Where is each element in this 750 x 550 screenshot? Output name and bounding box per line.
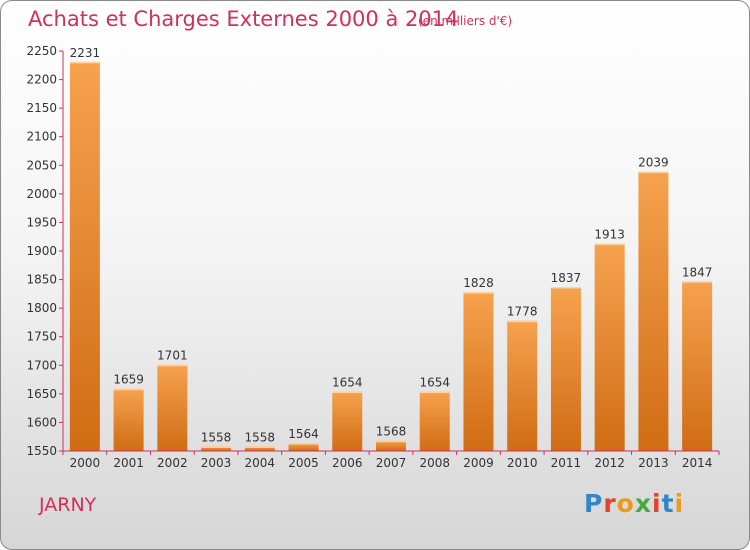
logo-letter: t: [661, 489, 675, 518]
bar: [376, 440, 406, 451]
x-tick-label: 2006: [332, 456, 363, 470]
bar-value-label: 1847: [682, 265, 713, 279]
logo-letter: o: [616, 489, 635, 518]
bar-value-label: 2039: [638, 156, 669, 170]
bar-highlight: [638, 171, 669, 174]
bar: [550, 287, 581, 451]
bar: [201, 446, 232, 451]
x-tick-label: 2003: [201, 456, 232, 470]
x-tick-label: 2002: [157, 456, 188, 470]
logo-letter: i: [652, 489, 662, 518]
y-tick-label: 2100: [26, 130, 57, 144]
bar-highlight: [244, 446, 275, 448]
bar-value-label: 1837: [551, 271, 582, 285]
bar-highlight: [507, 320, 538, 323]
y-tick-label: 2150: [26, 101, 57, 115]
y-tick-label: 1650: [26, 387, 57, 401]
bar-highlight: [419, 391, 450, 394]
logo-letter: r: [603, 489, 617, 518]
x-tick-label: 2013: [638, 456, 669, 470]
bar-highlight: [594, 243, 625, 246]
logo-letter: x: [634, 489, 652, 518]
bar: [157, 364, 188, 451]
logo-letter: i: [674, 489, 685, 518]
bar: [419, 391, 450, 451]
x-tick-label: 2008: [419, 456, 450, 470]
bar-highlight: [550, 287, 581, 289]
bar-highlight: [69, 61, 100, 64]
y-tick-label: 1800: [26, 301, 57, 315]
bar-value-label: 1654: [332, 376, 363, 390]
bar-value-label: 1558: [245, 430, 276, 444]
y-tick-label: 1550: [26, 444, 57, 458]
bar: [244, 446, 275, 451]
logo-letter: P: [584, 489, 604, 518]
bar-value-label: 1828: [463, 276, 494, 290]
city-name: JARNY: [39, 494, 97, 516]
bar: [594, 243, 625, 451]
bar: [332, 391, 363, 451]
bar-value-label: 1913: [594, 228, 625, 242]
bar-value-label: 1659: [113, 373, 144, 387]
y-tick-label: 1600: [26, 415, 57, 429]
x-tick-label: 2001: [113, 456, 144, 470]
bar-highlight: [332, 391, 363, 394]
chart-subtitle: (en milliers d'€): [418, 14, 513, 28]
x-tick-label: 2005: [288, 456, 319, 470]
bar-highlight: [288, 443, 319, 445]
bar-value-label: 1564: [288, 427, 319, 441]
x-tick-label: 2014: [682, 456, 713, 470]
y-tick-label: 2050: [26, 158, 57, 172]
bar: [463, 292, 494, 451]
x-tick-label: 2010: [507, 456, 538, 470]
bar: [682, 281, 713, 451]
y-tick-label: 2000: [26, 187, 57, 201]
x-tick-label: 2009: [463, 456, 494, 470]
bar-value-label: 1654: [419, 376, 450, 390]
x-tick-label: 2000: [70, 456, 101, 470]
bar: [638, 171, 669, 452]
bar-value-label: 1701: [157, 349, 188, 363]
bar-highlight: [376, 440, 406, 443]
bar: [507, 320, 538, 451]
bar-highlight: [463, 292, 494, 294]
y-tick-label: 1700: [26, 358, 57, 372]
bar-value-label: 2231: [70, 46, 101, 60]
x-tick-label: 2004: [245, 456, 276, 470]
y-tick-label: 1750: [26, 330, 57, 344]
bar: [288, 443, 319, 451]
bar-highlight: [113, 388, 144, 391]
bar-highlight: [682, 281, 713, 283]
bar-highlight: [201, 446, 232, 448]
x-tick-label: 2007: [376, 456, 407, 470]
x-tick-label: 2011: [551, 456, 582, 470]
y-tick-label: 2250: [26, 44, 57, 58]
chart-title: Achats et Charges Externes 2000 à 2014: [28, 7, 459, 31]
x-tick-label: 2012: [594, 456, 625, 470]
y-tick-label: 2200: [26, 73, 57, 87]
bar-value-label: 1558: [201, 430, 232, 444]
bar-value-label: 1778: [507, 305, 538, 319]
y-tick-label: 1950: [26, 215, 57, 229]
y-tick-label: 1900: [26, 244, 57, 258]
proxiti-logo: Proxiti: [584, 489, 684, 518]
bar: [113, 388, 144, 451]
bar-highlight: [157, 364, 188, 367]
y-tick-label: 1850: [26, 273, 57, 287]
bar-value-label: 1568: [376, 425, 407, 439]
bar: [69, 61, 100, 451]
